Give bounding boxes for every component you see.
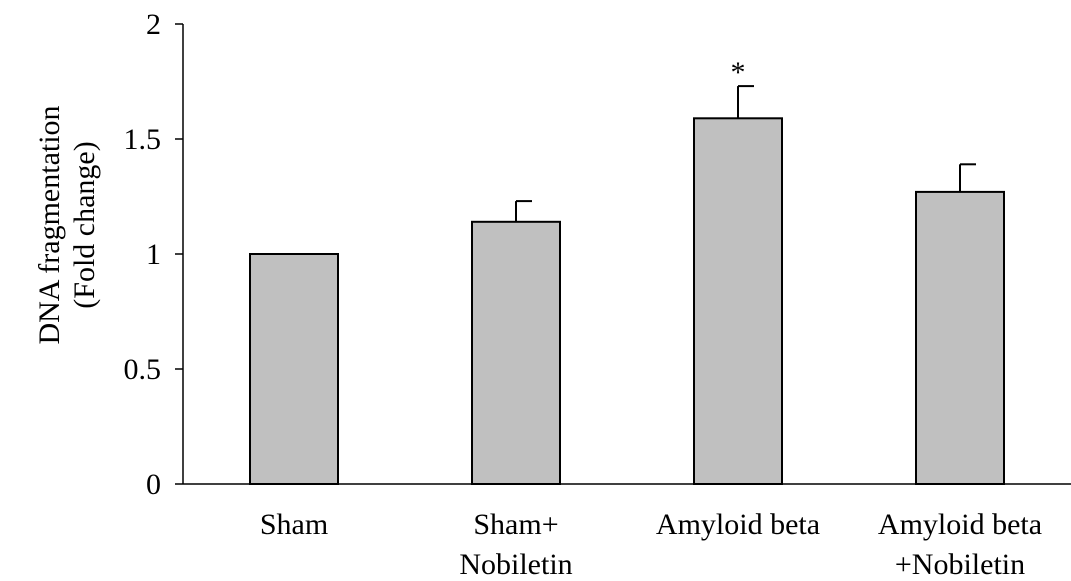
bar bbox=[693, 117, 783, 486]
y-axis-title-line: (Fold change) bbox=[68, 141, 101, 308]
y-axis: 0 0.5 1 1.5 2 bbox=[124, 8, 184, 501]
x-category-label: Sham bbox=[260, 508, 328, 541]
y-axis-title-text: DNA fragmentation(Fold change) bbox=[33, 105, 101, 344]
y-tick-label: 2 bbox=[146, 8, 161, 41]
y-tick-label: 0 bbox=[146, 468, 161, 501]
significance-marks: * bbox=[731, 56, 746, 89]
y-axis-title: DNA fragmentation(Fold change) bbox=[33, 105, 101, 344]
bar bbox=[249, 253, 339, 485]
x-category-label: Sham+ Nobiletin bbox=[459, 508, 572, 581]
x-category-label-line: Amyloid beta bbox=[878, 508, 1042, 541]
x-category-label: Amyloid beta bbox=[656, 508, 820, 541]
y-tick-label: 1 bbox=[146, 238, 161, 271]
bars bbox=[249, 117, 1005, 486]
x-category-label-line: Nobiletin bbox=[459, 548, 572, 581]
y-tick-label: 1.5 bbox=[124, 123, 162, 156]
y-tick-label: 0.5 bbox=[124, 353, 162, 386]
error-bar bbox=[515, 200, 532, 222]
x-category-label-line: Sham+ bbox=[473, 508, 558, 541]
error-bar bbox=[959, 163, 976, 192]
x-category-label-line: Sham bbox=[260, 508, 328, 541]
x-category-label-line: +Nobiletin bbox=[895, 548, 1025, 581]
significance-asterisk: * bbox=[731, 56, 746, 89]
bar bbox=[471, 220, 561, 486]
bar bbox=[915, 190, 1005, 485]
x-category-label: Amyloid beta +Nobiletin bbox=[878, 508, 1042, 581]
error-bars bbox=[515, 85, 976, 222]
error-bar bbox=[737, 85, 754, 119]
y-axis-title-line: DNA fragmentation bbox=[33, 105, 66, 344]
x-category-label-line: Amyloid beta bbox=[656, 508, 820, 541]
